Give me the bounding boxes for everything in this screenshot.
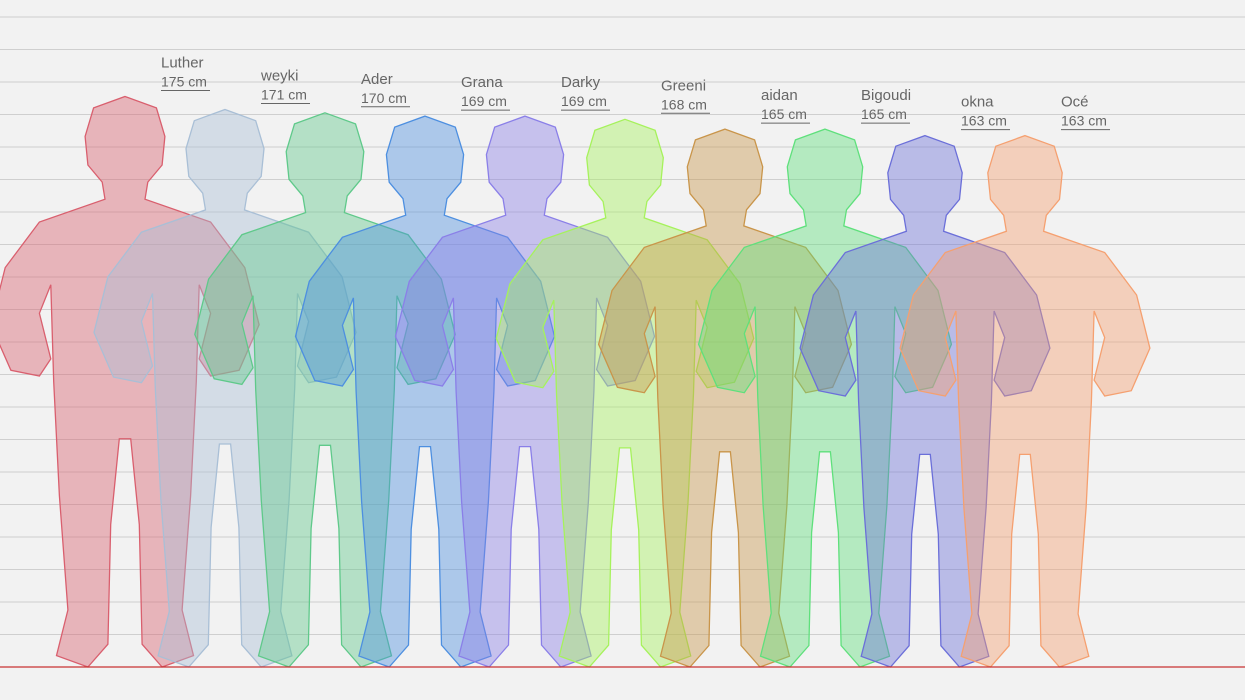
figure-weyki (93, 108, 357, 668)
height-label: 171 cm (261, 87, 307, 103)
figure-Océ (899, 134, 1151, 668)
figure-aidan (597, 128, 853, 668)
height-label: 175 cm (161, 74, 207, 90)
height-label: 163 cm (1061, 113, 1107, 129)
figure-okna (799, 134, 1051, 668)
height-label: 165 cm (761, 106, 807, 122)
name-label: Ader (361, 71, 393, 88)
name-label: okna (961, 94, 994, 111)
name-label: weyki (260, 68, 299, 85)
labels: Luther 175 cm weyki 171 cm Ader 170 cm Grana 16… (161, 55, 1110, 131)
figure-Greeni (495, 118, 755, 668)
name-label: Océ (1061, 94, 1089, 111)
figure-Ader (194, 112, 456, 668)
name-label: Greeni (661, 77, 706, 94)
figure-Bigoudi (697, 128, 953, 668)
height-label: 168 cm (661, 96, 707, 112)
grid-lines (0, 16, 1245, 635)
figure-Grana (294, 115, 556, 668)
figure-Darky (394, 115, 656, 668)
name-label: Grana (461, 74, 503, 91)
name-label: Bigoudi (861, 87, 911, 104)
name-label: Darky (561, 74, 601, 91)
figure-Luther (0, 95, 260, 668)
figures (0, 95, 1151, 668)
name-label: Luther (161, 55, 204, 72)
height-label: 169 cm (561, 93, 607, 109)
name-label: aidan (761, 87, 798, 104)
height-label: 170 cm (361, 90, 407, 106)
height-label: 163 cm (961, 113, 1007, 129)
height-label: 165 cm (861, 106, 907, 122)
height-label: 169 cm (461, 93, 507, 109)
